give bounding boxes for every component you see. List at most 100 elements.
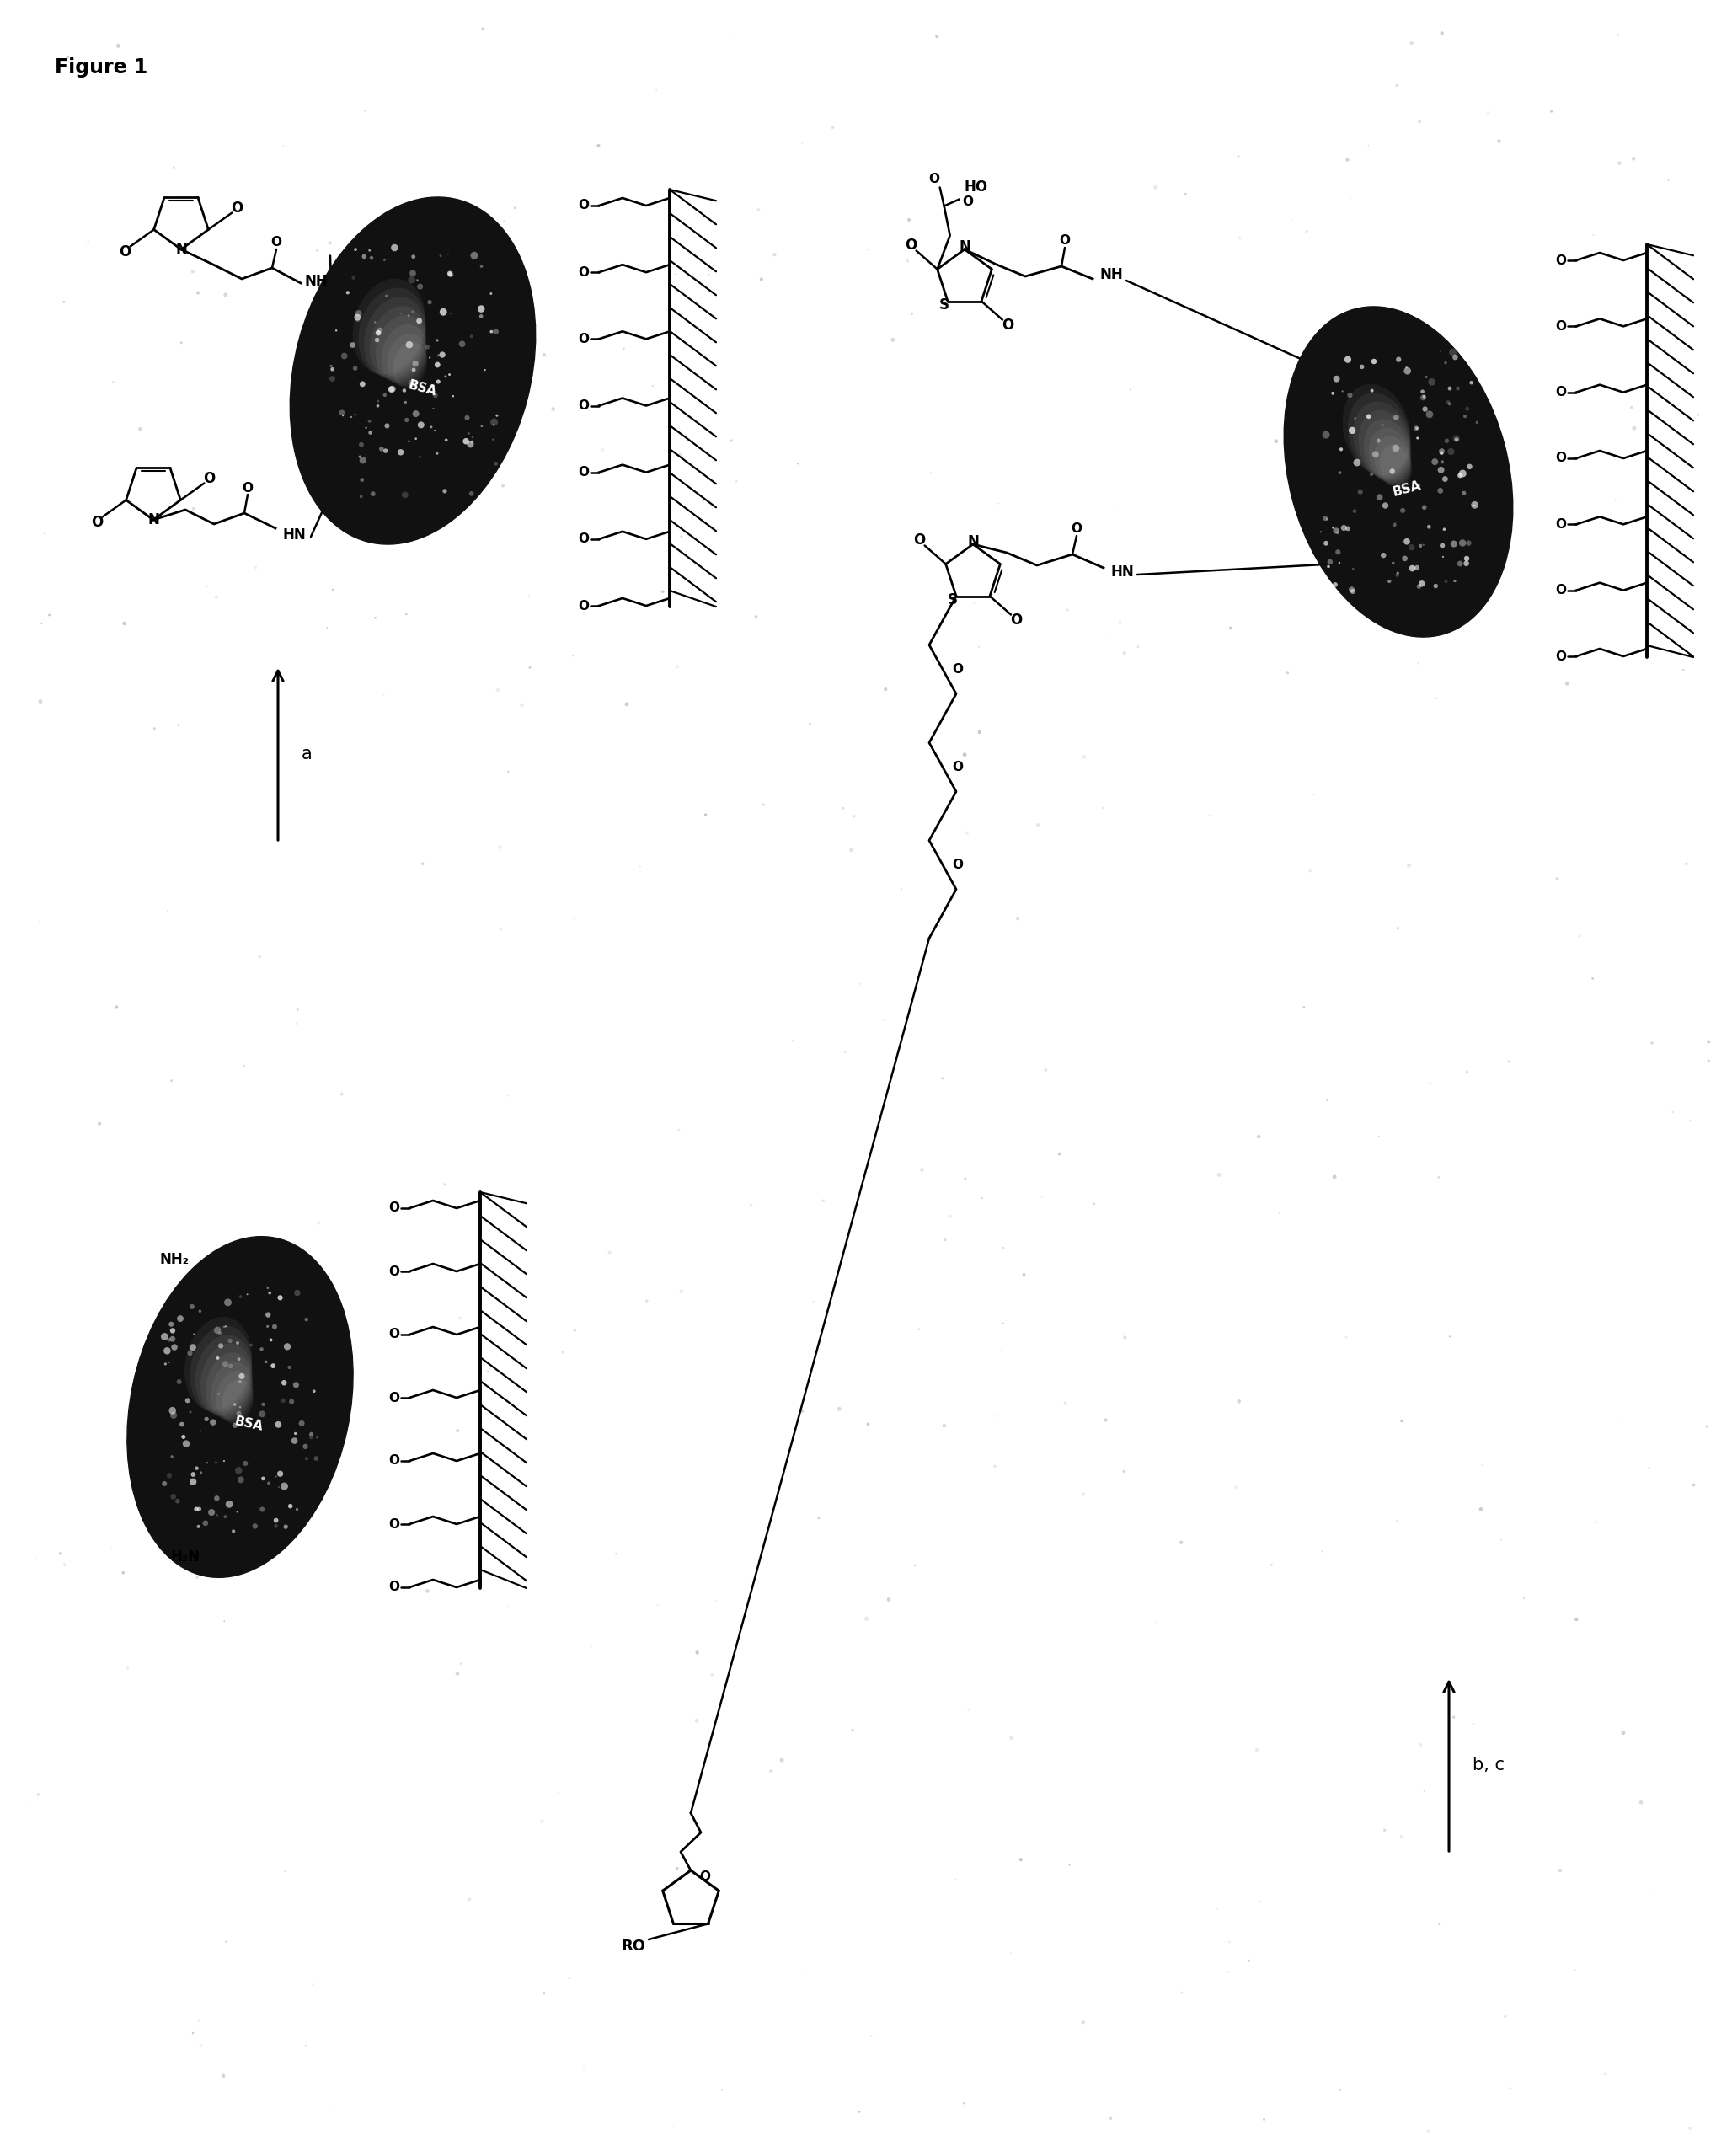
Ellipse shape	[490, 330, 494, 334]
Text: O: O	[928, 172, 939, 185]
Ellipse shape	[608, 1250, 611, 1255]
Ellipse shape	[1438, 466, 1444, 474]
Ellipse shape	[1706, 1039, 1709, 1044]
Ellipse shape	[920, 1169, 923, 1173]
Ellipse shape	[116, 43, 120, 47]
Ellipse shape	[222, 1360, 229, 1367]
Ellipse shape	[281, 1483, 288, 1490]
Ellipse shape	[1708, 1059, 1709, 1063]
Text: O: O	[953, 761, 963, 774]
Ellipse shape	[440, 351, 445, 358]
Ellipse shape	[1344, 1337, 1347, 1339]
Ellipse shape	[469, 492, 475, 496]
Ellipse shape	[376, 315, 426, 382]
Ellipse shape	[288, 1505, 293, 1509]
Ellipse shape	[1692, 1483, 1696, 1485]
Ellipse shape	[1399, 1835, 1403, 1837]
Ellipse shape	[225, 1501, 234, 1507]
Ellipse shape	[459, 341, 466, 347]
Text: NH₂: NH₂	[159, 1253, 189, 1268]
Ellipse shape	[177, 724, 180, 727]
Text: NH: NH	[305, 274, 327, 289]
Text: Figure 1: Figure 1	[55, 58, 147, 78]
Ellipse shape	[1325, 517, 1328, 520]
Ellipse shape	[412, 369, 416, 371]
Ellipse shape	[1256, 1749, 1259, 1751]
Ellipse shape	[294, 1289, 300, 1296]
Ellipse shape	[378, 401, 379, 403]
Ellipse shape	[1283, 306, 1512, 636]
Ellipse shape	[1465, 541, 1472, 545]
Ellipse shape	[1448, 386, 1451, 390]
Ellipse shape	[478, 306, 485, 313]
Ellipse shape	[175, 1498, 180, 1503]
Text: O: O	[388, 1455, 400, 1468]
Ellipse shape	[514, 207, 516, 209]
Text: O: O	[92, 515, 104, 530]
Ellipse shape	[679, 1289, 682, 1294]
Ellipse shape	[196, 291, 199, 295]
Ellipse shape	[935, 34, 939, 39]
Ellipse shape	[268, 1339, 272, 1341]
Ellipse shape	[171, 1343, 178, 1350]
Ellipse shape	[1380, 552, 1386, 558]
Ellipse shape	[495, 414, 499, 416]
Ellipse shape	[456, 1429, 459, 1432]
Ellipse shape	[471, 252, 478, 259]
Ellipse shape	[459, 1662, 462, 1664]
Ellipse shape	[542, 354, 546, 356]
Ellipse shape	[385, 295, 388, 298]
Ellipse shape	[1638, 1800, 1644, 1805]
Ellipse shape	[1393, 444, 1399, 453]
Ellipse shape	[1486, 112, 1490, 114]
Ellipse shape	[324, 1360, 327, 1363]
Ellipse shape	[1417, 662, 1420, 664]
Ellipse shape	[1595, 1522, 1597, 1524]
Ellipse shape	[1339, 448, 1342, 451]
Ellipse shape	[675, 664, 679, 668]
Ellipse shape	[310, 1436, 313, 1440]
Ellipse shape	[1387, 580, 1391, 582]
Ellipse shape	[677, 1128, 681, 1132]
Ellipse shape	[1122, 1470, 1126, 1473]
Ellipse shape	[232, 1494, 236, 1498]
Ellipse shape	[1218, 1173, 1221, 1177]
Ellipse shape	[412, 410, 419, 416]
Ellipse shape	[1391, 563, 1394, 565]
Ellipse shape	[196, 1466, 199, 1470]
Text: O: O	[388, 1518, 400, 1531]
Ellipse shape	[443, 375, 447, 377]
Text: O: O	[1060, 235, 1070, 248]
Ellipse shape	[417, 285, 423, 289]
Ellipse shape	[405, 418, 409, 423]
Ellipse shape	[239, 1296, 242, 1298]
Ellipse shape	[294, 1432, 296, 1436]
Ellipse shape	[346, 291, 350, 295]
Ellipse shape	[350, 343, 355, 347]
Ellipse shape	[192, 507, 196, 511]
Ellipse shape	[390, 386, 397, 392]
Ellipse shape	[374, 617, 376, 619]
Ellipse shape	[1444, 362, 1446, 364]
Ellipse shape	[229, 1365, 232, 1369]
Text: RO: RO	[622, 1938, 646, 1953]
Ellipse shape	[170, 1494, 177, 1498]
Ellipse shape	[260, 1348, 263, 1352]
Text: O: O	[963, 196, 973, 209]
Ellipse shape	[1415, 565, 1420, 569]
Ellipse shape	[831, 125, 835, 129]
Ellipse shape	[1247, 1960, 1251, 1962]
Ellipse shape	[449, 272, 454, 278]
Ellipse shape	[480, 367, 481, 369]
Ellipse shape	[1417, 438, 1419, 440]
Ellipse shape	[223, 293, 227, 298]
Ellipse shape	[1632, 427, 1637, 431]
Ellipse shape	[468, 1897, 471, 1902]
Ellipse shape	[1444, 580, 1448, 582]
Ellipse shape	[170, 1328, 175, 1332]
Text: O: O	[270, 237, 282, 248]
Ellipse shape	[237, 1477, 244, 1483]
Ellipse shape	[1453, 354, 1458, 360]
Ellipse shape	[868, 248, 869, 250]
Ellipse shape	[1263, 2117, 1266, 2122]
